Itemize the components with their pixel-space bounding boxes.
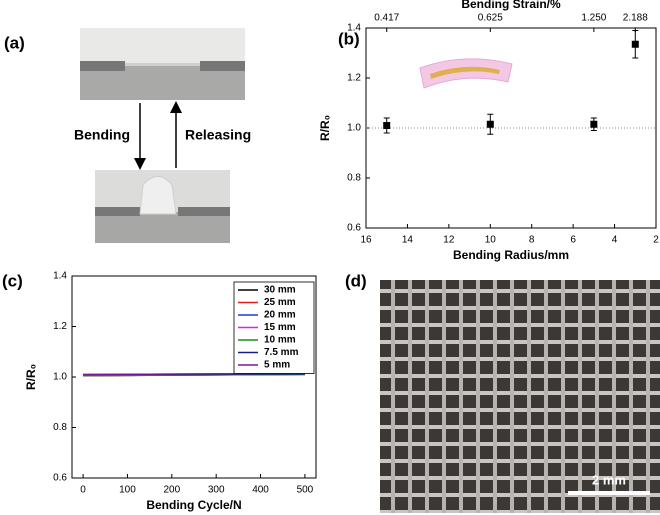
y-tick-label: 0.8 — [53, 422, 67, 433]
x-tick-label: 2 — [653, 235, 659, 246]
x2-tick-label: 2.188 — [623, 13, 648, 24]
legend-label: 25 mm — [264, 297, 296, 308]
y-tick-label: 1.0 — [347, 123, 361, 134]
y-axis-label: R/R₀ — [318, 115, 332, 141]
x-tick-label: 300 — [208, 485, 225, 496]
x-tick-label: 10 — [485, 235, 497, 246]
x2-tick-label: 1.250 — [581, 13, 606, 24]
y-tick-label: 1.2 — [347, 73, 361, 84]
legend-label: 5 mm — [264, 360, 290, 371]
x-tick-label: 4 — [612, 235, 618, 246]
y-tick-label: 1.4 — [53, 271, 67, 282]
legend-label: 15 mm — [264, 322, 296, 333]
y-tick-label: 0.6 — [53, 473, 67, 484]
legend-label: 7.5 mm — [264, 347, 299, 358]
panel-label: (a) — [4, 33, 25, 52]
x-tick-label: 500 — [297, 485, 314, 496]
x-tick-label: 0 — [80, 485, 86, 496]
panel-label: (d) — [345, 271, 367, 290]
releasing-label: Releasing — [185, 127, 251, 143]
point — [631, 40, 639, 48]
x-tick-label: 12 — [443, 235, 455, 246]
panel-label: (b) — [338, 29, 360, 48]
y-tick-label: 1.0 — [53, 372, 67, 383]
bending-label: Bending — [74, 127, 130, 143]
x-tick-label: 6 — [570, 235, 576, 246]
y-tick-label: 0.6 — [347, 223, 361, 234]
x2-tick-label: 0.417 — [374, 13, 399, 24]
x2-tick-label: 0.625 — [478, 13, 503, 24]
inset-strip — [419, 58, 513, 89]
y-axis-label: R/R₀ — [24, 364, 38, 390]
x-tick-label: 8 — [529, 235, 535, 246]
legend-label: 10 mm — [264, 335, 296, 346]
legend-label: 20 mm — [264, 310, 296, 321]
panel-label: (c) — [2, 271, 23, 290]
scale-bar-label: 2 mm — [592, 472, 626, 487]
photo-bent — [95, 170, 230, 243]
x2-axis-label: Bending Strain/% — [461, 0, 561, 11]
legend-label: 30 mm — [264, 285, 296, 296]
x-tick-label: 16 — [360, 235, 372, 246]
point — [590, 120, 598, 128]
point — [383, 122, 391, 129]
x-tick-label: 400 — [252, 485, 269, 496]
x-tick-label: 14 — [402, 235, 414, 246]
x-tick-label: 200 — [163, 485, 180, 496]
y-tick-label: 1.4 — [347, 23, 361, 34]
y-tick-label: 0.8 — [347, 173, 361, 184]
x-axis-label: Bending Cycle/N — [146, 498, 241, 512]
y-tick-label: 1.2 — [53, 321, 67, 332]
point — [486, 120, 494, 128]
photo-flat — [80, 28, 245, 100]
x-axis-label: Bending Radius/mm — [453, 248, 569, 262]
x-tick-label: 100 — [119, 485, 136, 496]
mesh-photo — [380, 280, 660, 513]
